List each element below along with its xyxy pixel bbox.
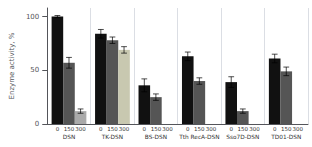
svg-text:150: 150 xyxy=(238,126,249,132)
svg-text:300: 300 xyxy=(206,126,217,132)
svg-text:0: 0 xyxy=(99,126,103,132)
svg-text:Enzyme activity, %: Enzyme activity, % xyxy=(8,32,16,99)
svg-text:0: 0 xyxy=(56,126,60,132)
svg-text:0: 0 xyxy=(143,126,147,132)
svg-text:Sso7D-DSN: Sso7D-DSN xyxy=(226,134,259,140)
svg-text:BS-DSN: BS-DSN xyxy=(145,134,167,140)
svg-text:0: 0 xyxy=(35,120,39,128)
svg-text:300: 300 xyxy=(75,126,86,132)
svg-text:TK-DSN: TK-DSN xyxy=(101,134,123,140)
svg-text:100: 100 xyxy=(26,13,39,21)
svg-text:300: 300 xyxy=(162,126,173,132)
svg-text:150: 150 xyxy=(281,126,292,132)
svg-text:300: 300 xyxy=(293,126,304,132)
svg-text:0: 0 xyxy=(273,126,277,132)
svg-text:300: 300 xyxy=(119,126,130,132)
svg-text:Tth RecA-DSN: Tth RecA-DSN xyxy=(178,134,219,140)
svg-text:DSN: DSN xyxy=(63,134,75,140)
svg-text:0: 0 xyxy=(229,126,233,132)
svg-text:300: 300 xyxy=(249,126,260,132)
svg-text:0: 0 xyxy=(186,126,190,132)
svg-text:150: 150 xyxy=(151,126,162,132)
svg-text:50: 50 xyxy=(30,66,39,74)
svg-text:TD01-DSN: TD01-DSN xyxy=(270,134,301,140)
svg-text:150: 150 xyxy=(64,126,75,132)
svg-text:150: 150 xyxy=(107,126,118,132)
svg-text:150: 150 xyxy=(194,126,205,132)
